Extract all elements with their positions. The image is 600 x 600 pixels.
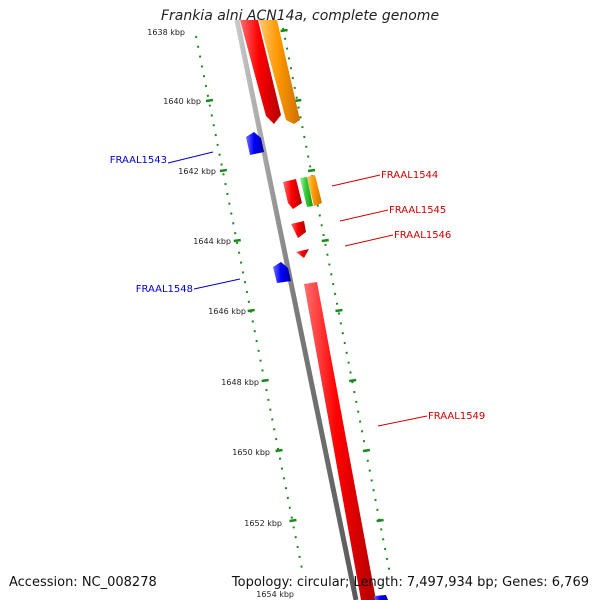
gene-label-FRAAL1543[interactable]: FRAAL1543 <box>110 155 167 166</box>
gene-label-FRAAL1549[interactable]: FRAAL1549 <box>428 411 485 422</box>
right-tick-track <box>282 27 391 575</box>
leader-FRAAL1549 <box>377 415 428 427</box>
genome-backbone <box>234 19 359 600</box>
major-tick-right <box>376 518 384 523</box>
major-tick-right <box>280 28 288 33</box>
major-tick-left <box>205 98 214 103</box>
major-tick-right <box>362 448 371 453</box>
gene-FRAAL1546-bar <box>296 249 309 258</box>
major-tick-right <box>321 238 329 243</box>
major-tick-right <box>335 308 343 313</box>
ruler-label: 1652 kbp <box>244 519 282 528</box>
gene-orange-bar <box>307 175 322 206</box>
major-ticks <box>205 28 384 523</box>
major-tick-left <box>261 378 269 383</box>
ruler-label: 1644 kbp <box>193 237 231 246</box>
ruler-label: 1650 kbp <box>232 448 270 457</box>
gene-FRAAL1544-bar <box>283 179 302 209</box>
gene-label-FRAAL1548[interactable]: FRAAL1548 <box>136 284 193 295</box>
major-tick-right <box>307 168 316 173</box>
major-tick-left <box>289 518 297 523</box>
ruler-label: 1646 kbp <box>208 307 246 316</box>
ruler-label: 1654 kbp <box>256 590 294 599</box>
left-tick-track <box>195 35 304 575</box>
accession-text: Accession: NC_008278 <box>9 575 157 590</box>
major-tick-right <box>349 378 357 383</box>
leader-FRAAL1545 <box>339 209 389 222</box>
gene-FRAAL1549-bar <box>304 282 376 600</box>
leader-FRAAL1544 <box>331 174 381 187</box>
gene-FRAAL1545-bar <box>291 221 306 238</box>
ruler-label: 1642 kbp <box>178 167 216 176</box>
topology-text: Topology: circular; Length: 7,497,934 bp… <box>231 575 589 590</box>
gene-blue-bottom-bar <box>374 595 388 600</box>
major-tick-left <box>233 238 241 243</box>
major-tick-left <box>219 168 228 173</box>
major-tick-left <box>275 448 283 453</box>
gene-FRAAL1543-arrow <box>246 132 264 155</box>
ruler-label: 1638 kbp <box>147 28 185 37</box>
gene-bar-orange-top <box>259 20 300 124</box>
leader-FRAAL1543 <box>167 151 214 164</box>
gene-label-FRAAL1546[interactable]: FRAAL1546 <box>394 230 451 241</box>
gene-FRAAL1548-arrow <box>273 262 291 283</box>
major-tick-left <box>247 308 255 313</box>
gene-bar-red-top <box>240 20 281 124</box>
gene-label-FRAAL1544[interactable]: FRAAL1544 <box>381 170 438 181</box>
leader-FRAAL1546 <box>344 234 394 247</box>
gene-label-FRAAL1545[interactable]: FRAAL1545 <box>389 205 446 216</box>
leader-FRAAL1548 <box>193 278 241 290</box>
ruler-label: 1640 kbp <box>163 97 201 106</box>
ruler-label: 1648 kbp <box>221 378 259 387</box>
map-title: Frankia alni ACN14a, complete genome <box>160 8 440 24</box>
gene-green-bar <box>300 177 313 207</box>
